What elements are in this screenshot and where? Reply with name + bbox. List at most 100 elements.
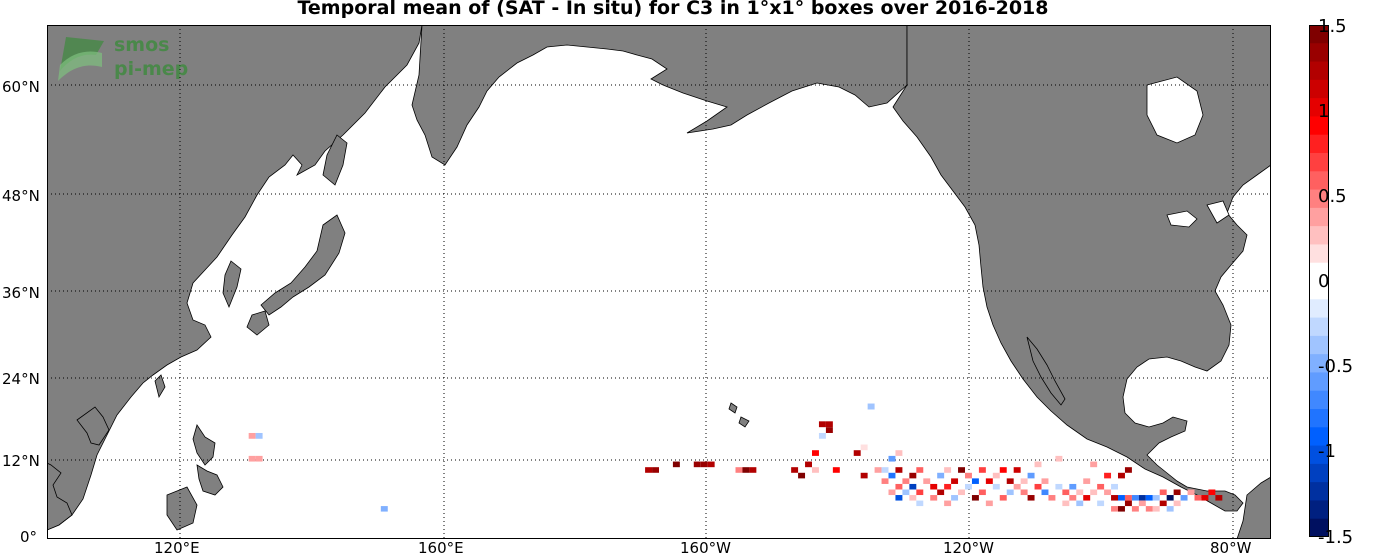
heatmap-cell (1083, 478, 1091, 484)
colorbar-swatch (1309, 79, 1329, 99)
heatmap-cell (1180, 495, 1188, 501)
heatmap-cell (812, 450, 819, 456)
heatmap-cell (1055, 455, 1063, 462)
heatmap-cell (916, 489, 924, 496)
heatmap-cell (248, 432, 256, 439)
heatmap-cell (1215, 495, 1223, 501)
heatmap-cell (791, 467, 799, 473)
colorbar-border (1309, 25, 1329, 537)
smos-pi-mep-logo: smos pi-mep (56, 31, 196, 91)
colorbar-swatch (1309, 262, 1329, 282)
heatmap-cell (951, 478, 959, 484)
colorbar-label-1.5: 1.5 (1318, 16, 1347, 37)
heatmap-cell (798, 472, 806, 479)
heatmap-cell (923, 478, 931, 484)
graticule (47, 25, 1271, 539)
heatmap-cell (888, 472, 896, 479)
heatmap-cell (937, 489, 945, 496)
heatmap-cell (1124, 500, 1132, 507)
heatmap-cell (255, 432, 263, 439)
heatmap-cell (909, 472, 917, 479)
heatmap-cell (965, 483, 972, 490)
colorbar-swatches (1309, 25, 1329, 537)
colorbar-swatch (1309, 171, 1329, 191)
heatmap-cell (1152, 495, 1160, 501)
heatmap-cell (867, 403, 875, 410)
x-label-80w: 80°W (1210, 539, 1252, 557)
land-japan (222, 134, 348, 336)
colorbar-swatch (1309, 445, 1329, 465)
heatmap-cell (1187, 489, 1195, 496)
heatmap-cell (1131, 506, 1139, 512)
colorbar-swatch (1309, 409, 1329, 428)
y-label-48n: 48°N (2, 187, 40, 205)
heatmap-cell (958, 467, 965, 473)
heatmap-cell (916, 467, 924, 473)
heatmap-cell (1194, 495, 1202, 501)
y-label-36n: 36°N (2, 284, 40, 302)
heatmap-cell (1090, 489, 1098, 496)
heatmap-cell (985, 478, 993, 484)
colorbar-swatch (1309, 25, 1329, 44)
colorbar-swatch (1309, 463, 1329, 483)
map-title: Temporal mean of (SAT - In situ) for C3 … (297, 0, 1049, 19)
heatmap-cell (1041, 478, 1049, 484)
heatmap-cell (1131, 495, 1139, 501)
heatmap-cell (742, 467, 750, 473)
heatmap-cell (860, 444, 868, 451)
heatmap-cell (971, 478, 979, 484)
heatmap-cell (1111, 506, 1118, 512)
heatmap-cell (930, 483, 938, 490)
heatmap-cell (1069, 483, 1077, 490)
y-label-60n: 60°N (2, 78, 40, 96)
heatmap-cell (992, 472, 1000, 479)
heatmap-cell (999, 495, 1007, 501)
colorbar-swatch (1309, 500, 1329, 520)
heatmap-cell (951, 495, 959, 501)
heatmap-cell (1027, 495, 1035, 501)
heatmap-cell (1069, 495, 1077, 501)
heatmap-cell (1173, 500, 1181, 507)
heatmap-cell (1124, 467, 1132, 473)
heatmap-cell (1111, 495, 1118, 501)
heatmap-cell (944, 483, 952, 490)
y-label-0: 0° (20, 528, 38, 546)
heatmap-cell (1145, 506, 1153, 512)
heatmap-cell (380, 506, 388, 512)
x-label-120w: 120°W (943, 539, 994, 557)
colorbar-swatch (1309, 390, 1329, 410)
heatmap-cell (1048, 495, 1056, 501)
heatmap-cell (958, 489, 965, 496)
heatmap-cell (1138, 500, 1146, 507)
heatmap-cell (944, 467, 952, 473)
heatmap-cell (1152, 506, 1160, 512)
heatmap-cell (825, 421, 833, 428)
x-label-160w: 160°W (680, 539, 731, 557)
colorbar-label-neg1.5: -1.5 (1318, 527, 1354, 548)
land-alaska-siberia (411, 25, 908, 166)
heatmap-cell (1006, 489, 1014, 496)
heatmap-cell (1104, 489, 1112, 496)
heatmap-cell (1041, 489, 1049, 496)
data-cells (248, 403, 1223, 512)
heatmap-cell (1159, 489, 1167, 496)
heatmap-cell (944, 500, 952, 507)
heatmap-cell (1138, 495, 1146, 501)
heatmap-cell (248, 455, 256, 462)
colorbar-swatch (1309, 427, 1329, 447)
heatmap-cell (1027, 472, 1035, 479)
colorbar-swatch (1309, 189, 1329, 209)
heatmap-cell (1118, 495, 1125, 501)
heatmap-cell (1208, 489, 1216, 496)
heatmap-cell (888, 455, 896, 462)
heatmap-cell (909, 495, 917, 501)
heatmap-cell (1145, 495, 1153, 501)
heatmap-cell (693, 461, 701, 468)
colorbar-swatch (1309, 207, 1329, 227)
colorbar-label-neg0.5: -0.5 (1318, 356, 1354, 377)
colorbar-swatch (1309, 153, 1329, 172)
heatmap-cell (1013, 483, 1021, 490)
logo-line2: pi-mep (114, 58, 188, 80)
heatmap-cell (818, 432, 826, 439)
heatmap-cell (1159, 500, 1167, 507)
